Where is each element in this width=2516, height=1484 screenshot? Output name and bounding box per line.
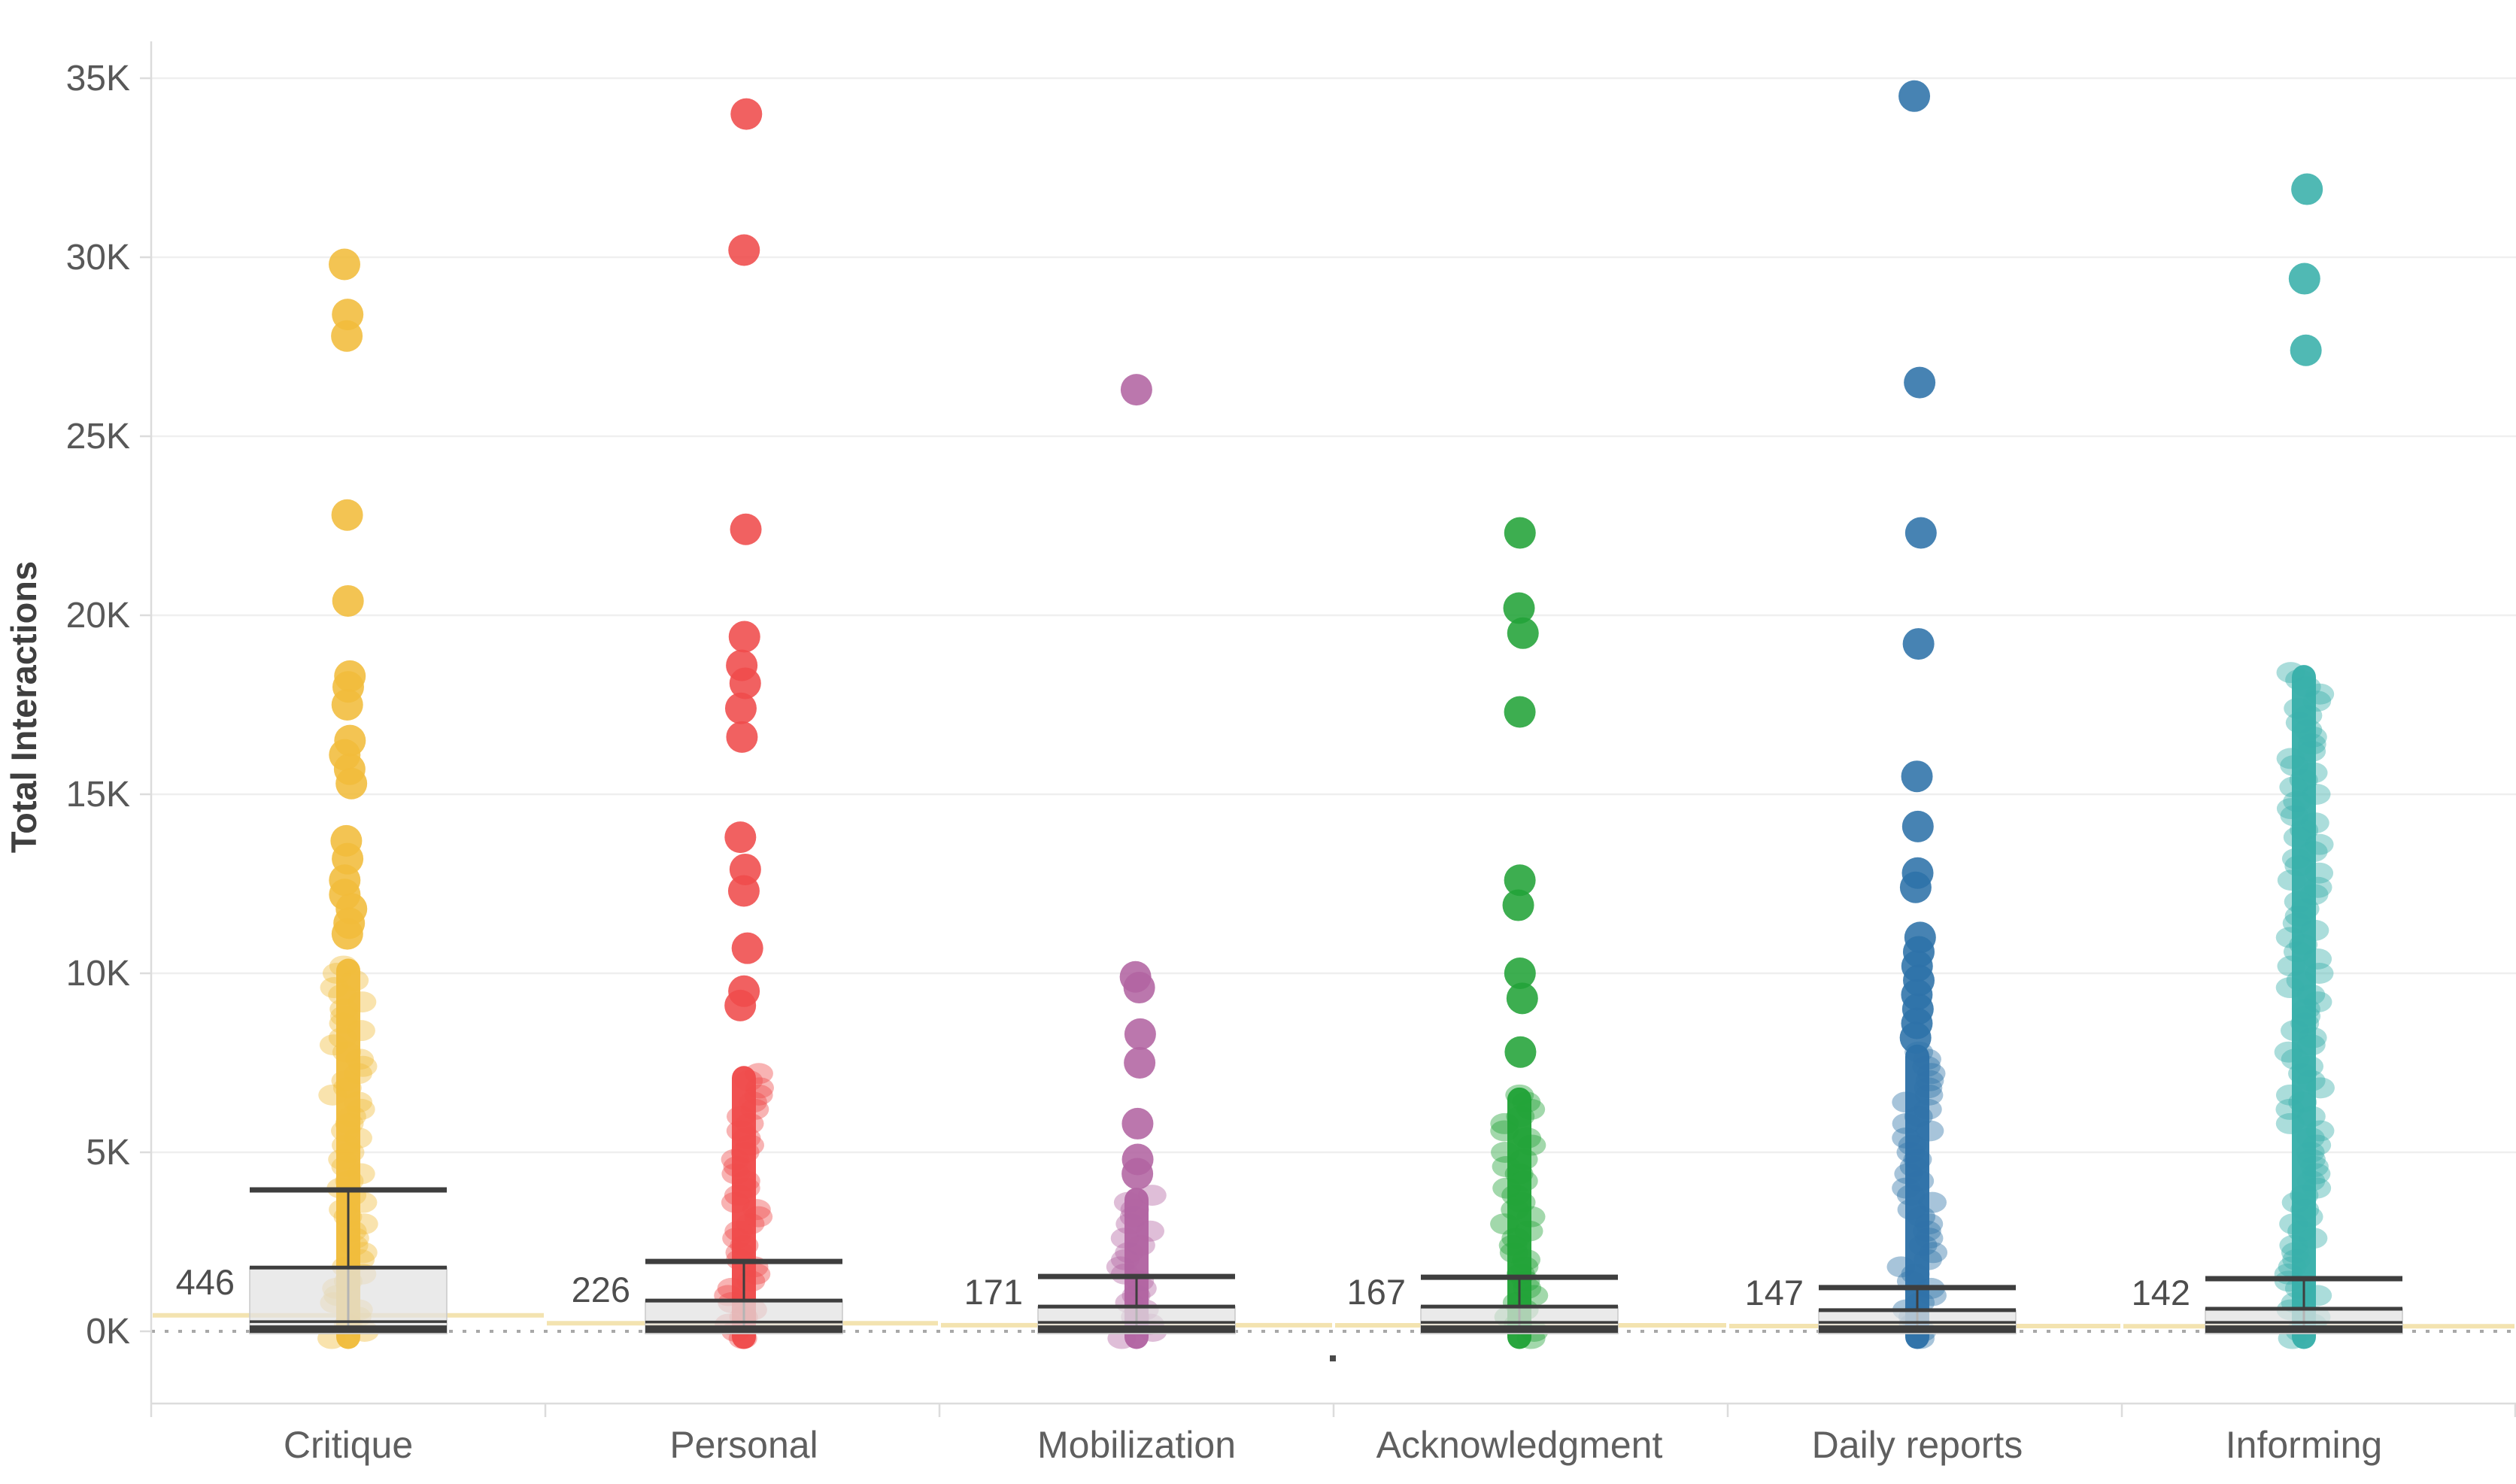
outlier-dot: [1504, 696, 1536, 728]
x-category-label: Critique: [284, 1424, 413, 1466]
outlier-dot: [1503, 592, 1535, 624]
outlier-dot: [1899, 1021, 1932, 1054]
strip-core: [1507, 1087, 1531, 1349]
category-marks-personal: 226: [572, 98, 843, 1349]
outlier-dot: [1899, 871, 1932, 903]
box-iqr: [249, 1267, 448, 1334]
outlier-dot: [331, 918, 363, 950]
outlier-dot: [2290, 334, 2322, 366]
outlier-dot: [1507, 617, 1539, 649]
outlier-dot: [730, 513, 762, 545]
outlier-dot: [1904, 366, 1936, 399]
average-value-label: 142: [2132, 1273, 2190, 1313]
outlier-dot: [1121, 1107, 1154, 1140]
outlier-dot: [1901, 760, 1933, 793]
outlier-dot: [1504, 957, 1536, 989]
outlier-dot: [1901, 810, 1934, 842]
outlier-dot: [331, 499, 363, 531]
strip-core: [336, 958, 360, 1349]
outlier-dot: [727, 875, 760, 907]
outlier-dot: [1504, 1036, 1537, 1068]
outlier-dot: [1121, 1158, 1154, 1190]
outlier-dot: [1504, 864, 1536, 897]
x-category-label: Mobilization: [1037, 1424, 1236, 1466]
outlier-dot: [331, 320, 363, 352]
outlier-dot: [731, 932, 763, 964]
y-tick-label: 30K: [66, 238, 130, 278]
outlier-dot: [2288, 263, 2320, 295]
average-value-label: 446: [176, 1262, 235, 1302]
average-value-label: 147: [1745, 1273, 1804, 1313]
strip-core: [2292, 665, 2316, 1349]
outlier-dot: [724, 692, 757, 724]
category-marks-informing: 142: [2132, 173, 2403, 1349]
outlier-dot: [730, 98, 763, 130]
y-tick-label: 25K: [66, 417, 130, 457]
outlier-dot: [1124, 1018, 1156, 1050]
outlier-dot: [332, 584, 364, 617]
outlier-dot: [335, 767, 368, 800]
y-tick-label: 10K: [66, 954, 130, 994]
x-category-label: Informing: [2226, 1424, 2382, 1466]
y-tick-label: 20K: [66, 596, 130, 636]
outlier-dot: [1124, 1047, 1156, 1079]
outlier-dot: [728, 234, 760, 266]
strip-core: [732, 1066, 756, 1349]
outlier-dot: [724, 989, 757, 1021]
outlier-dot: [2291, 173, 2323, 205]
average-value-label: 167: [1347, 1272, 1406, 1312]
outlier-dot: [729, 667, 761, 700]
x-category-label: Personal: [669, 1424, 818, 1466]
y-tick-label: 0K: [86, 1312, 130, 1352]
y-tick-label: 35K: [66, 59, 130, 99]
category-marks-daily-reports: 147: [1745, 80, 2017, 1349]
y-axis-title: Total Interactions: [4, 561, 44, 853]
category-marks-critique: 446: [176, 248, 448, 1349]
y-tick-label: 5K: [86, 1133, 130, 1173]
category-marks-acknowledgment: 167: [1347, 517, 1619, 1349]
x-category-label: Daily reports: [1812, 1424, 2023, 1466]
outlier-dot: [1120, 374, 1152, 406]
outlier-dot: [1902, 628, 1935, 660]
average-value-label: 226: [572, 1270, 630, 1310]
outlier-dot: [1123, 972, 1155, 1004]
outlier-dot: [724, 821, 757, 854]
outlier-dot: [1506, 982, 1538, 1015]
outlier-dot: [1904, 517, 1937, 549]
outlier-dot: [1504, 517, 1536, 549]
outlier-dot: [329, 248, 360, 281]
outlier-dot: [331, 689, 363, 721]
outlier-dot: [728, 621, 760, 653]
outlier-dot: [1502, 889, 1534, 921]
strip-core: [1905, 1044, 1929, 1349]
average-value-label: 171: [964, 1272, 1023, 1312]
outlier-dot: [1898, 80, 1931, 112]
outlier-dot: [726, 721, 758, 753]
stray-mark: [1330, 1355, 1336, 1361]
y-tick-label: 15K: [66, 775, 130, 815]
x-category-label: Acknowledgment: [1376, 1424, 1663, 1466]
category-marks-mobilization: 171: [964, 374, 1236, 1349]
